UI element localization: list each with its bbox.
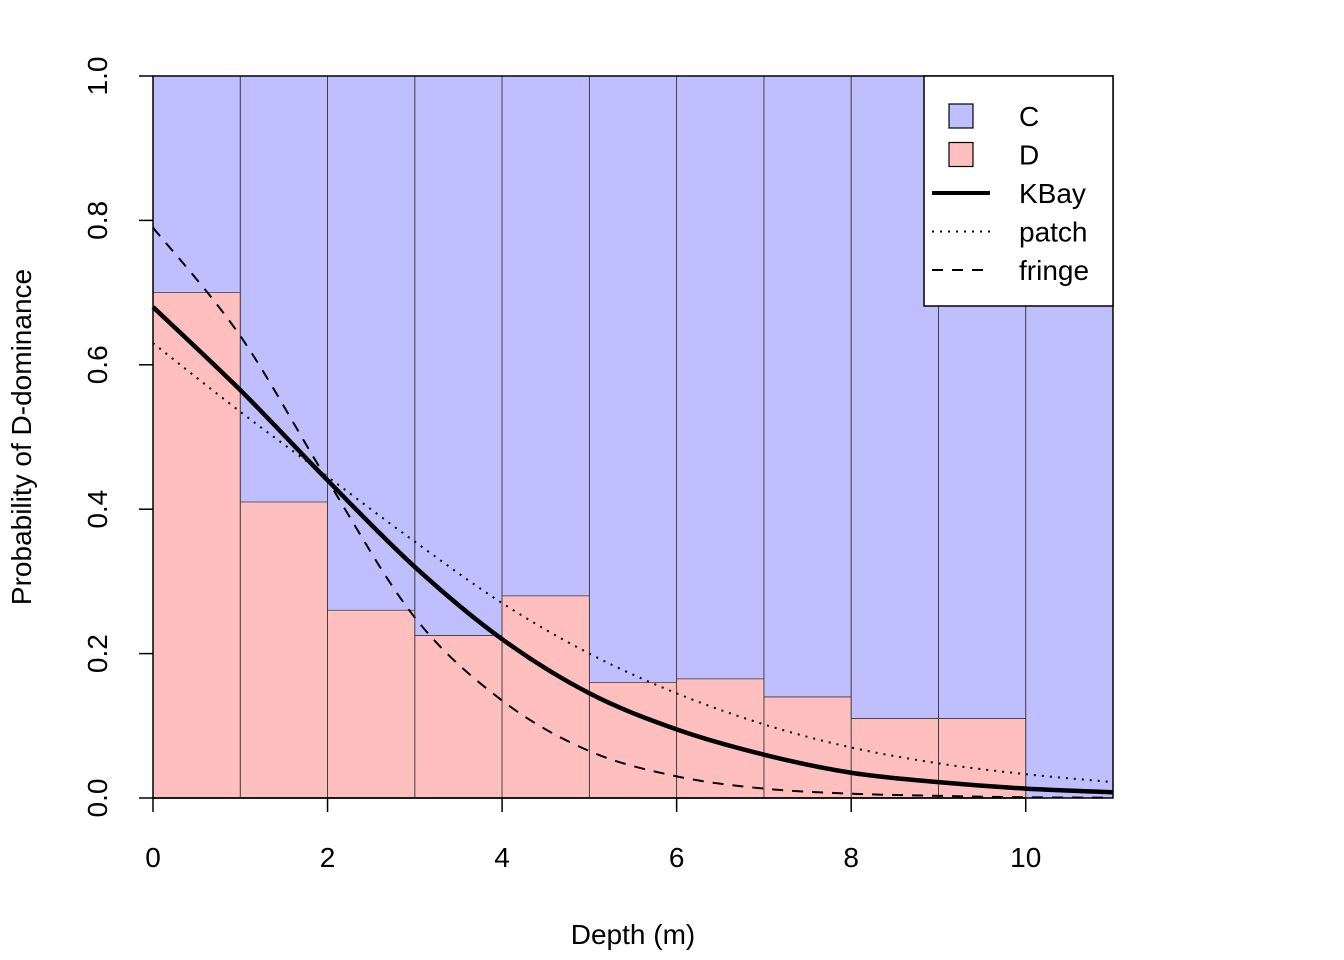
bar-d-7 (763, 696, 852, 798)
bar-d-1 (240, 501, 328, 798)
x-tick-label-2: 4 (494, 842, 510, 873)
curve-kbay (151, 305, 1114, 795)
y-tick-label-0: 0.0 (82, 779, 113, 818)
bar-c-4 (502, 76, 590, 596)
bar-c-5 (589, 76, 677, 683)
x-tick-label-1: 2 (320, 842, 336, 873)
y-tick-label-5: 1.0 (82, 57, 113, 96)
bar-c-3 (414, 76, 503, 636)
legend-c-swatch (948, 103, 974, 129)
x-tick-label-0: 0 (145, 842, 161, 873)
curve-fringe (152, 226, 1114, 799)
x-axis-title: Depth (m) (571, 919, 695, 950)
bar-d-4 (502, 595, 590, 798)
legend-d-label: D (1019, 140, 1039, 171)
bar-d-2 (327, 610, 415, 798)
y-tick-label-4: 0.8 (82, 201, 113, 240)
bar-d-3 (414, 635, 503, 798)
y-tick-label-3: 0.6 (82, 345, 113, 384)
y-axis-title: Probability of D-dominance (6, 269, 37, 605)
bar-d-0 (153, 292, 241, 798)
legend-kbay-label: KBay (1019, 178, 1086, 209)
legend-fringe-label: fringe (1019, 255, 1089, 286)
bar-c-1 (240, 76, 328, 502)
plot-frame (152, 75, 1114, 799)
bar-c-0 (153, 76, 241, 293)
legend: CD KBay patch fringe (923, 75, 1114, 307)
legend-patch-label: patch (1019, 217, 1088, 248)
legend-c-label: C (1019, 101, 1039, 132)
bar-c-6 (676, 76, 764, 679)
axes: 0 2 4 6 8 10 0.0 0.2 0.4 0.6 0.8 1.0 (82, 57, 1114, 873)
curves (151, 226, 1114, 799)
x-tick-label-3: 6 (669, 842, 685, 873)
curve-patch (152, 342, 1114, 784)
bar-c-7 (763, 76, 852, 697)
y-tick-label-1: 0.2 (82, 634, 113, 673)
bar-d-8 (851, 718, 939, 798)
bar-d-6 (676, 678, 764, 798)
y-tick-label-2: 0.4 (82, 490, 113, 529)
bar-c-2 (327, 76, 415, 611)
legend-d-swatch (948, 141, 974, 168)
x-tick-label-4: 8 (843, 842, 859, 873)
x-tick-label-5: 10 (1010, 842, 1041, 873)
